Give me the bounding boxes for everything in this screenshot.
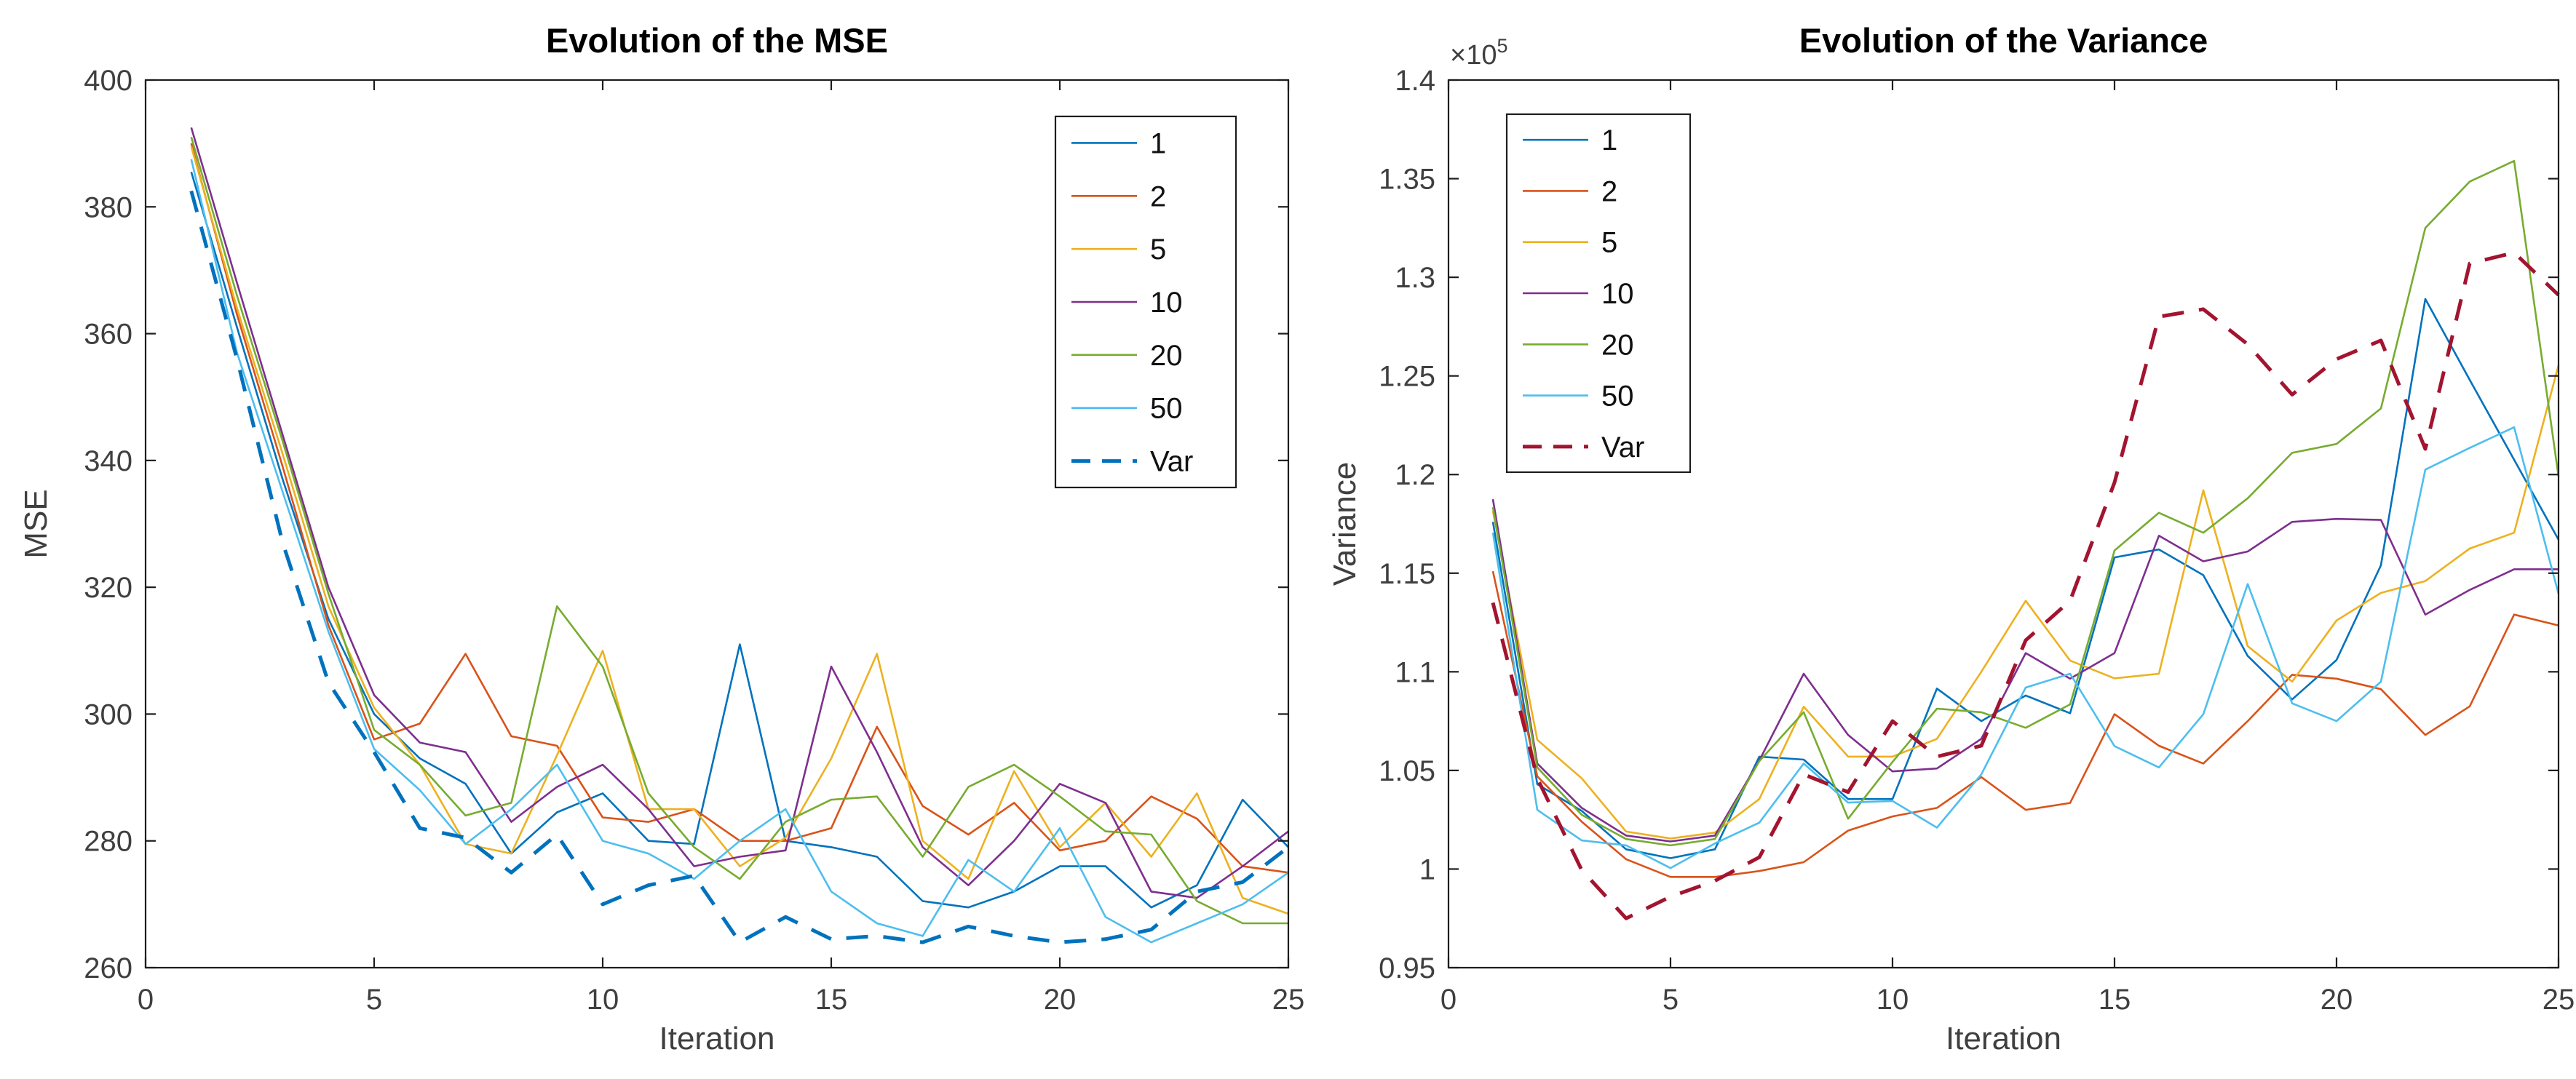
plot-area-box	[1447, 79, 2560, 969]
chart-title: Evolution of the Variance	[1799, 21, 2208, 60]
legend-item-50: 50	[1071, 393, 1183, 425]
y-tick-label: 1.3	[1395, 262, 1435, 294]
legend-item-label: 50	[1150, 393, 1183, 425]
plot-area-box	[144, 79, 1290, 969]
legend-item-2: 2	[1523, 175, 1617, 207]
legend-item-label: 2	[1150, 180, 1166, 212]
y-tick-label: 280	[84, 826, 132, 858]
y-tick-label: 1.4	[1395, 65, 1435, 97]
y-tick-label: 340	[84, 445, 132, 477]
legend-item-label: 10	[1601, 278, 1634, 310]
legend-box-mse: 1 2 5 10 20 50 Var	[1054, 115, 1237, 489]
y-axis-exponent-label: ×105	[1450, 35, 1508, 71]
x-tick-label: 20	[2321, 984, 2353, 1016]
legend-item-10: 10	[1523, 278, 1634, 310]
x-tick-label: 25	[1272, 984, 1305, 1016]
x-axis-label: Iteration	[1946, 1021, 2061, 1056]
legend-item-label: 5	[1150, 234, 1166, 266]
legend-item-20: 20	[1523, 329, 1634, 361]
y-axis-label: MSE	[18, 489, 54, 558]
legend-item-10: 10	[1071, 287, 1183, 319]
legend-box-variance: 1 2 5 10 20 50 Var	[1505, 113, 1692, 474]
x-tick-label: 15	[815, 984, 848, 1016]
series-line-10	[190, 127, 1289, 899]
legend-item-label: Var	[1150, 446, 1193, 478]
series-line-10	[1491, 498, 2559, 843]
legend-item-label: 1	[1601, 124, 1617, 156]
x-tick-label: 5	[1662, 984, 1679, 1016]
legend-item-label: 1	[1150, 127, 1166, 159]
y-tick-label: 1.25	[1379, 361, 1435, 393]
x-tick-label: 0	[1440, 984, 1457, 1016]
y-tick-label: 1	[1419, 853, 1435, 885]
legend-item-label: 20	[1601, 329, 1634, 361]
x-axis-label: Iteration	[659, 1021, 775, 1056]
legend-item-5: 5	[1071, 234, 1166, 266]
y-tick-label: 300	[84, 698, 132, 730]
y-tick-label: 380	[84, 191, 132, 223]
y-axis-label: Variance	[1327, 462, 1363, 586]
x-tick-label: 10	[1876, 984, 1909, 1016]
y-tick-label: 400	[84, 65, 132, 97]
chart-title: Evolution of the MSE	[546, 21, 888, 60]
legend-item-label: 50	[1601, 381, 1634, 413]
y-tick-label: 1.05	[1379, 755, 1435, 787]
legend-item-label: Var	[1601, 431, 1644, 463]
y-tick-label: 1.2	[1395, 459, 1435, 491]
x-tick-label: 15	[2099, 984, 2131, 1016]
legend-item-Var: Var	[1523, 431, 1644, 463]
series-line-1	[1491, 298, 2560, 859]
legend-item-2: 2	[1071, 180, 1166, 212]
series-line-1	[190, 172, 1289, 909]
series-line-20	[1491, 159, 2560, 847]
legend-item-1: 1	[1071, 127, 1166, 159]
series-line-2	[1491, 570, 2559, 878]
y-tick-label: 1.15	[1379, 558, 1435, 590]
x-tick-label: 0	[138, 984, 154, 1016]
legend-item-label: 10	[1150, 287, 1183, 319]
series-line-Var	[1491, 250, 2560, 920]
x-tick-label: 10	[587, 984, 619, 1016]
y-tick-label: 0.95	[1379, 952, 1435, 984]
y-tick-label: 1.35	[1379, 164, 1435, 196]
legend-item-Var: Var	[1071, 446, 1193, 478]
legend-item-5: 5	[1523, 227, 1617, 259]
y-tick-label: 1.1	[1395, 656, 1435, 688]
series-line-50	[1491, 426, 2560, 869]
x-tick-label: 5	[366, 984, 382, 1016]
legend-item-label: 20	[1150, 340, 1183, 372]
series-line-50	[190, 159, 1289, 944]
legend-item-50: 50	[1523, 381, 1634, 413]
series-line-5	[1491, 365, 2560, 840]
legend-item-label: 5	[1601, 227, 1617, 259]
series-line-20	[190, 137, 1288, 925]
y-tick-label: 360	[84, 319, 132, 351]
legend-item-1: 1	[1523, 124, 1617, 156]
legend-item-label: 2	[1601, 175, 1617, 207]
y-tick-label: 320	[84, 572, 132, 604]
legend-item-20: 20	[1071, 340, 1183, 372]
x-tick-label: 20	[1044, 984, 1077, 1016]
y-tick-label: 260	[84, 952, 132, 984]
series-line-Var	[189, 190, 1290, 944]
x-tick-label: 25	[2543, 984, 2575, 1016]
